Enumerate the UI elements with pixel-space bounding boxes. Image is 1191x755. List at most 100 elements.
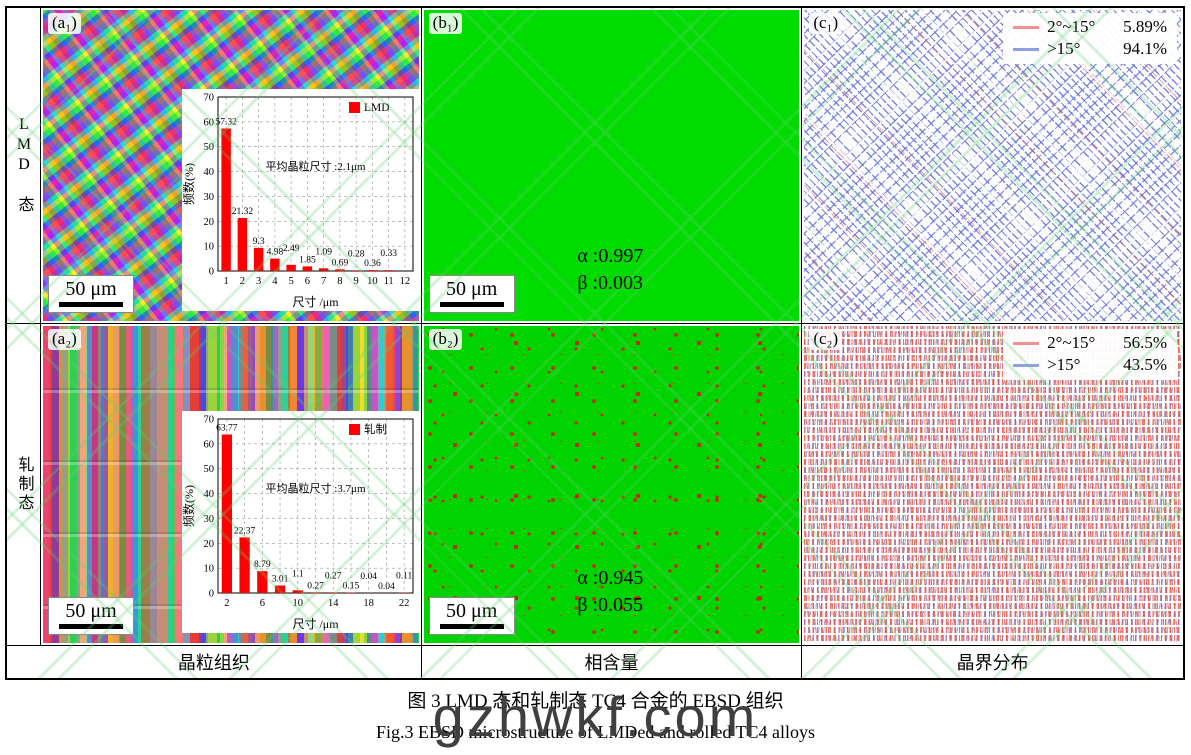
panel-c2: (c₂) 2°~15° 56.5% >15° 43.5% [802,324,1183,646]
scale-bar-a2-line [59,624,123,629]
high-angle-value: 94.1% [1123,39,1167,58]
scale-bar-b1-line [439,302,504,307]
svg-text:轧制: 轧制 [364,422,387,436]
panel-tag-a2: (a₂) [48,329,81,350]
boundary-legend-c2: 2°~15° 56.5% >15° 43.5% [1003,329,1177,380]
column-label-grain-structure: 晶粒组织 [7,646,422,678]
svg-text:8: 8 [337,276,342,287]
beta-fraction-lmd: β :0.003 [577,272,644,294]
svg-text:0: 0 [208,267,213,278]
alpha-fraction-lmd: α :0.997 [577,245,644,267]
svg-text:0.11: 0.11 [396,572,413,582]
svg-text:2: 2 [224,598,229,609]
svg-text:0.15: 0.15 [342,582,359,592]
svg-text:4: 4 [272,276,278,287]
svg-text:0.04: 0.04 [360,572,377,582]
legend-row-low-angle: 2°~15° 5.89% [1013,16,1167,38]
legend-row-high-angle: >15° 94.1% [1013,38,1167,60]
svg-text:尺寸 /μm: 尺寸 /μm [292,617,339,631]
scale-bar-b2: 50 μm [428,597,515,635]
scale-bar-a2-label: 50 μm [65,600,117,622]
svg-text:1.09: 1.09 [315,247,332,257]
svg-text:10: 10 [367,276,378,287]
svg-text:70: 70 [203,415,214,426]
panel-tag-c1: (c₁) [809,13,843,34]
svg-text:0: 0 [208,589,213,600]
svg-text:0.69: 0.69 [331,258,348,268]
svg-text:频数(%): 频数(%) [182,485,196,527]
svg-text:14: 14 [328,598,339,609]
low-angle-label: 2°~15° [1047,333,1096,352]
panel-b2: (b₂) α :0.945 β :0.055 50 μm [421,324,803,646]
column-label-boundary-distribution: 晶界分布 [802,646,1183,678]
svg-text:频数(%): 频数(%) [182,163,196,205]
svg-text:2: 2 [239,276,244,287]
scale-bar-a1-label: 50 μm [65,278,117,300]
high-angle-swatch [1013,363,1040,367]
svg-text:3: 3 [256,276,261,287]
scale-bar-a1: 50 μm [48,275,134,313]
panel-b1: (b₁) α :0.997 β :0.003 50 μm [421,8,803,324]
svg-text:9: 9 [353,276,358,287]
column-label-phase-content: 相含量 [421,646,803,678]
phase-map-rolled [423,326,800,643]
svg-text:1: 1 [223,276,228,287]
svg-text:70: 70 [203,93,214,104]
svg-text:2.49: 2.49 [282,244,299,254]
svg-text:22.37: 22.37 [234,526,256,536]
svg-text:8.79: 8.79 [254,560,271,570]
svg-text:3.01: 3.01 [271,575,288,585]
svg-text:10: 10 [292,598,303,609]
svg-text:11: 11 [383,276,393,287]
svg-text:60: 60 [203,439,214,450]
svg-text:40: 40 [203,167,214,178]
phase-fractions-lmd: α :0.997 β :0.003 [577,243,643,297]
svg-text:57.32: 57.32 [215,118,237,128]
svg-text:1.85: 1.85 [299,255,316,265]
svg-text:22: 22 [399,598,410,609]
svg-text:40: 40 [203,489,214,500]
scale-bar-b1-label: 50 μm [446,278,498,300]
svg-text:LMD: LMD [364,102,390,114]
svg-text:20: 20 [203,539,214,550]
svg-text:6: 6 [304,276,309,287]
svg-text:0.36: 0.36 [364,259,381,269]
svg-text:50: 50 [203,464,214,475]
svg-text:0.27: 0.27 [325,571,342,581]
row-label-lmd: LMD 态 [7,8,41,324]
row-label-rolled: 轧制态 [7,324,41,646]
svg-text:10: 10 [203,242,214,253]
grain-size-histogram-rolled: 63.7722.378.793.011.10.270.270.150.040.0… [181,411,419,633]
alpha-fraction-rolled: α :0.945 [577,567,644,589]
high-angle-label: >15° [1047,39,1081,58]
legend-row-high-angle: >15° 43.5% [1013,354,1167,376]
svg-text:6: 6 [259,598,264,609]
svg-text:10: 10 [203,564,214,575]
caption-chinese: 图 3 LMD 态和轧制态 TC4 合金的 EBSD 组织 [407,691,784,712]
svg-text:18: 18 [363,598,374,609]
low-angle-value: 56.5% [1123,333,1167,352]
panel-a1: (a₁) 57.32 21.32 9.3 4.98 2.49 1.85 1.09 0.69 0.… [41,8,422,324]
scale-bar-a2: 50 μm [48,597,134,635]
svg-text:0.27: 0.27 [307,581,324,591]
svg-text:9.3: 9.3 [252,237,264,247]
svg-text:1.1: 1.1 [291,569,303,579]
row-label-lmd-text: LMD 态 [15,116,33,215]
panel-tag-a1: (a₁) [48,13,81,34]
svg-text:5: 5 [288,276,293,287]
scale-bar-b2-line [439,624,504,629]
phase-fractions-rolled: α :0.945 β :0.055 [577,565,643,619]
panel-tag-c2: (c₂) [809,329,843,350]
high-angle-swatch [1013,47,1040,51]
caption-english: Fig.3 EBSD microstructure of LMDed and r… [375,722,816,742]
panel-a2: (a₂) 63.77 22.37 8.79 3.01 1.1 0.27 0.27 0.15 0.… [41,324,422,646]
svg-text:50: 50 [203,142,214,153]
high-angle-label: >15° [1047,355,1081,374]
svg-text:20: 20 [203,217,214,228]
site-watermark: gzhwkf.com [432,685,759,748]
boundary-legend-c1: 2°~15° 5.89% >15° 94.1% [1003,13,1177,64]
ebsd-figure-table: LMD 态 (a₁) 57.32 21.32 9.3 4.98 2.49 1.85 1.09… [5,6,1185,680]
low-angle-swatch [1013,341,1040,345]
